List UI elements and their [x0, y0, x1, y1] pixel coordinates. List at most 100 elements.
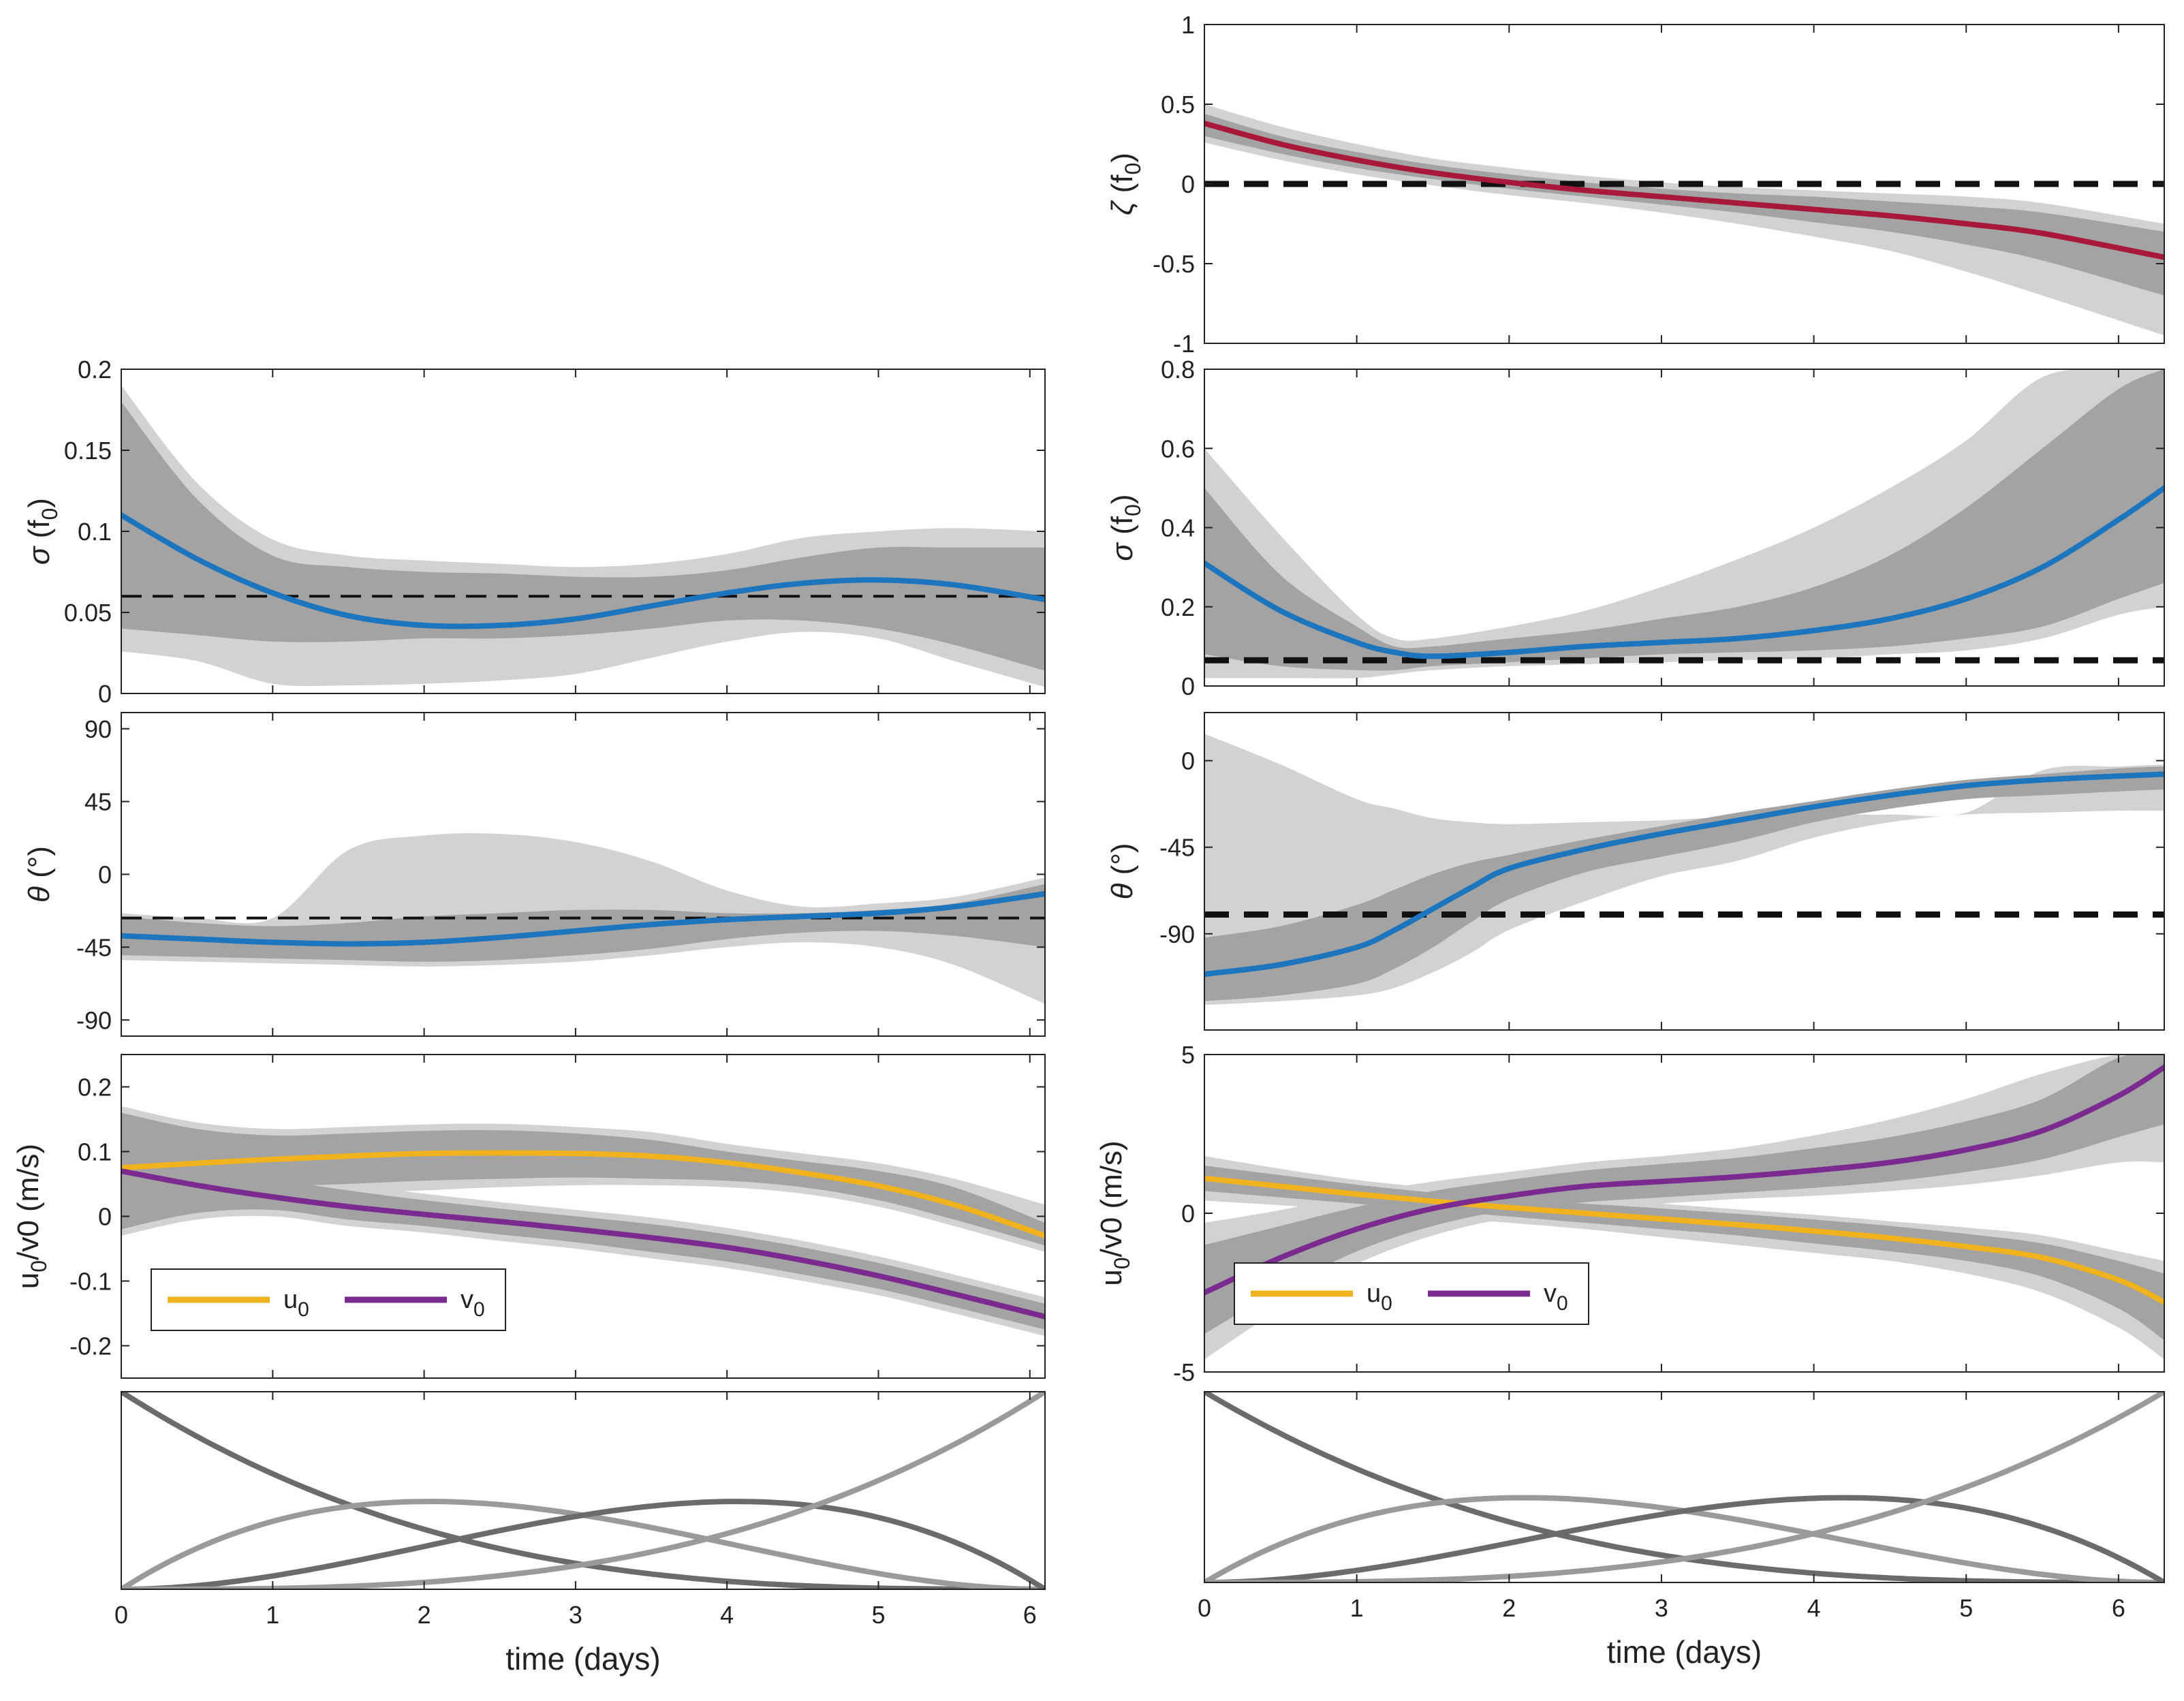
y-tick-label: 5: [1181, 1041, 1195, 1069]
y-tick-label: 0: [98, 861, 112, 889]
legend-label-sub: 0: [1381, 1292, 1392, 1315]
legend-label-v0: v0: [461, 1285, 485, 1321]
y-label-symbol: ζ: [1106, 200, 1139, 215]
panel-R-theta: -90 -45 0 θ (°): [1106, 712, 2165, 1031]
y-axis-label: θ (°): [1106, 843, 1139, 900]
plot-area: [1204, 734, 2164, 1005]
x-tick-label: 0: [1198, 1594, 1211, 1622]
y-tick-label: -1: [1173, 330, 1195, 358]
plot-area: [121, 1392, 1045, 1589]
y-tick-label: 0.8: [1161, 356, 1195, 384]
x-tick-label: 1: [266, 1601, 279, 1629]
plot-area: [1204, 1055, 2164, 1360]
y-tick-label: -0.5: [1153, 250, 1195, 278]
y-tick-label: -5: [1173, 1358, 1195, 1386]
y-tick-label: 0.4: [1161, 514, 1195, 542]
band-inner-u0: [121, 1112, 1045, 1246]
y-label-text: (f: [1106, 174, 1139, 202]
y-tick-label: 0.6: [1161, 435, 1195, 463]
y-label-tail: /v0 (m/s): [1095, 1140, 1128, 1257]
y-label-text: (f: [1106, 516, 1139, 543]
y-label-tail: ): [1106, 494, 1139, 504]
mean-line-u0: [121, 1150, 1045, 1238]
x-tick-label: 1: [1350, 1594, 1364, 1622]
y-label-subscript: 0: [27, 1260, 51, 1273]
x-tick-label: 0: [114, 1601, 128, 1629]
band-inner-theta: [1204, 766, 2164, 1001]
y-tick-label: 0: [98, 1203, 112, 1231]
y-tick-label: -45: [1159, 834, 1195, 862]
legend-label-sub: 0: [473, 1298, 485, 1321]
y-tick-label: 0: [1181, 747, 1195, 775]
y-label-subscript: 0: [1121, 504, 1145, 516]
legend-label-main: u: [1367, 1279, 1381, 1308]
mean-line-zeta: [1204, 121, 2164, 260]
y-label-tail: ): [1106, 153, 1139, 163]
y-label-symbol: θ: [22, 886, 56, 903]
legend-label-v0: v0: [1544, 1279, 1568, 1315]
x-tick-label: 4: [720, 1601, 734, 1629]
x-tick-label: 5: [871, 1601, 885, 1629]
legend-label-sub: 0: [298, 1298, 309, 1321]
y-tick-label: -90: [1159, 920, 1195, 948]
band-inner-sigma: [1204, 369, 2164, 671]
basis-curve-B0: [1204, 1392, 2164, 1582]
y-label-subscript: 0: [37, 508, 62, 520]
y-axis-label: ζ (f0): [1106, 153, 1145, 215]
y-axis-label: σ (f0): [22, 498, 62, 565]
y-tick-label: 0: [1181, 672, 1195, 700]
y-label-tail: /v0 (m/s): [12, 1144, 45, 1260]
plot-area: [1204, 104, 2164, 336]
panel-R-zeta: -1-0.500.51ζ (f0): [1106, 11, 2165, 358]
y-label-text: (°): [1106, 843, 1139, 884]
y-tick-label: 0.5: [1161, 91, 1195, 119]
y-label-tail: ): [22, 498, 56, 508]
x-tick-label: 2: [418, 1601, 431, 1629]
legend: u0 v0: [1234, 1262, 1589, 1325]
y-tick-label: 45: [84, 788, 112, 816]
legend: u0 v0: [151, 1268, 506, 1331]
panel-R-basis: 0 1 2 3 4 5 6 time (days): [1198, 1391, 2165, 1670]
y-tick-label: -90: [76, 1006, 112, 1034]
y-tick-label: 0: [1181, 1200, 1195, 1228]
y-tick-label: -45: [76, 933, 112, 961]
y-tick-label: -0.1: [69, 1268, 112, 1296]
x-tick-label: 6: [2112, 1594, 2125, 1622]
basis-curve-B2: [121, 1499, 1045, 1589]
basis-curve-B0: [121, 1392, 1045, 1589]
plot-area: [1204, 369, 2164, 678]
y-tick-label: 90: [84, 715, 112, 743]
y-tick-label: 0.1: [78, 1138, 112, 1166]
legend-label-main: u: [283, 1285, 298, 1314]
y-axis-label: u0/v0 (m/s): [1095, 1140, 1134, 1285]
legend-label-u0: u0: [1367, 1279, 1392, 1315]
mean-line-theta: [1204, 771, 2164, 978]
y-label-symbol: σ: [22, 546, 56, 565]
plot-area: [121, 385, 1045, 687]
basis-curve-B2: [1204, 1495, 2164, 1582]
y-label-text: (°): [22, 846, 56, 886]
y-tick-label: 0.2: [1161, 593, 1195, 621]
y-tick-label: 0.05: [64, 599, 112, 627]
panel-L-theta: -90 -45 0 45 90 θ (°): [22, 712, 1046, 1037]
axes-frame: [121, 1391, 1046, 1590]
band-inner-v0: [1204, 1055, 2164, 1335]
band-inner-sigma: [121, 401, 1045, 671]
y-label-text: u: [12, 1273, 45, 1289]
y-tick-label: 0.2: [78, 1074, 112, 1102]
y-label-symbol: σ: [1106, 542, 1139, 561]
mean-line-sigma: [121, 512, 1045, 629]
panel-L-uv: -0.2-0.100.10.2u0/v0 (m/s)u0 v0: [12, 1054, 1046, 1379]
basis-curve-B3: [1204, 1392, 2164, 1582]
y-label-symbol: θ: [1106, 884, 1139, 900]
x-tick-label: 3: [569, 1601, 582, 1629]
x-tick-label: 5: [1959, 1594, 1973, 1622]
mean-line-theta: [121, 891, 1045, 947]
x-tick-label: 4: [1807, 1594, 1821, 1622]
band-inner-zeta: [1204, 114, 2164, 296]
y-tick-label: 0.2: [78, 356, 112, 384]
legend-label-u0: u0: [283, 1285, 309, 1321]
panel-L-basis: 0 1 2 3 4 5 6 time (days): [114, 1391, 1046, 1676]
